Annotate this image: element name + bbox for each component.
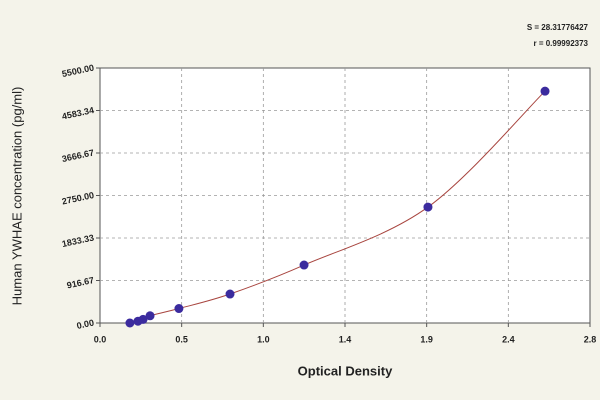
data-point — [125, 318, 135, 328]
data-point — [540, 86, 550, 96]
x-tick-label: 0.5 — [175, 334, 188, 344]
y-axis-title: Human YWHAE concentration (pg/ml) — [9, 87, 24, 306]
y-tick-label: 0.00 — [76, 317, 95, 330]
x-tick-label: 0.0 — [94, 334, 107, 344]
data-point — [145, 311, 155, 321]
data-point — [423, 202, 433, 212]
x-tick-label: 1.4 — [339, 334, 352, 344]
x-tick-label: 2.8 — [584, 334, 597, 344]
x-axis-title: Optical Density — [298, 363, 393, 378]
x-tick-label: 1.9 — [420, 334, 433, 344]
annotation: S = 28.31776427 — [527, 23, 589, 32]
data-point — [299, 260, 309, 270]
data-point — [225, 289, 235, 299]
annotation: r = 0.99992373 — [534, 39, 589, 48]
data-point — [174, 304, 184, 314]
data-point — [138, 314, 148, 324]
x-tick-label: 1.0 — [257, 334, 270, 344]
x-tick-label: 2.4 — [502, 334, 515, 344]
